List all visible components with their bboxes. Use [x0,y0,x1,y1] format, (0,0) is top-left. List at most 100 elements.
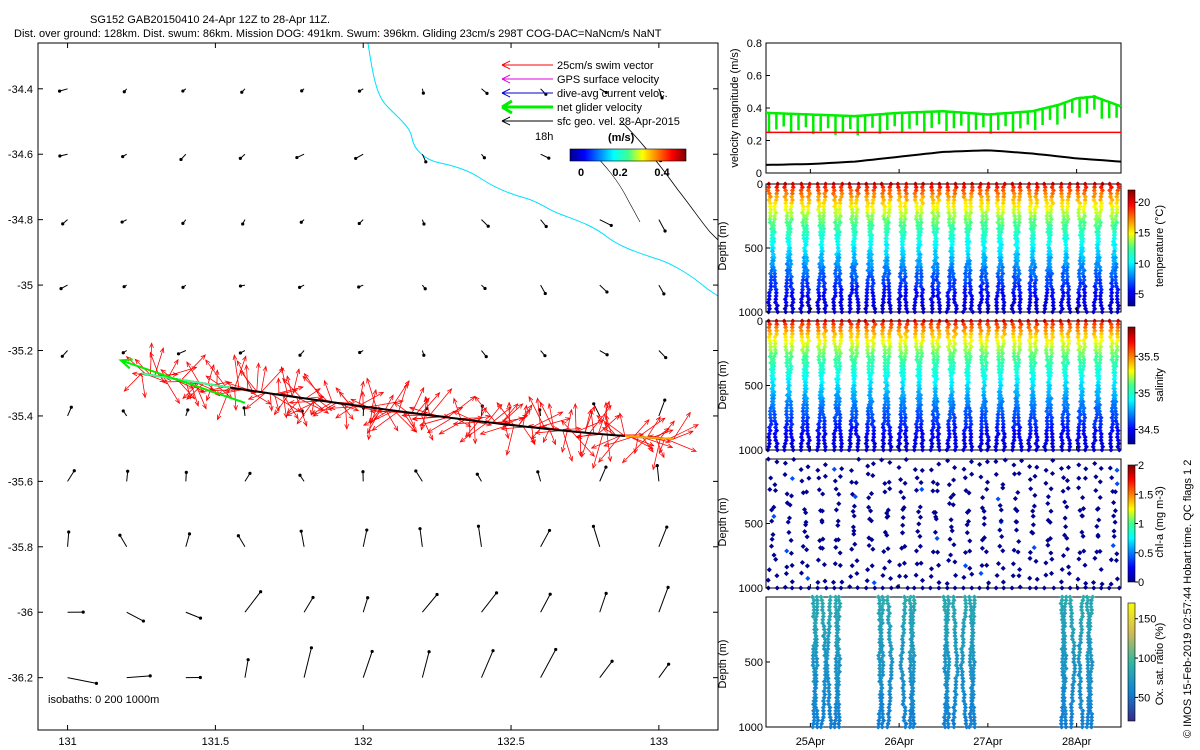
swim-vector-head [131,371,138,377]
legend-geo-label: sfc geo. vel. 28-Apr-2015 [557,116,680,128]
section-sample [800,219,806,225]
legend-net-head [501,99,513,115]
swim-vector-head [244,364,249,370]
track-end-colored [141,372,231,389]
swim-vector-head [472,438,478,445]
legend-time-label: 18h [535,131,553,143]
swim-vector-head [467,432,473,439]
section-sample [831,299,837,305]
colorbar-tick-label: 5 [1138,289,1144,301]
swim-vector-head [410,426,417,433]
swim-vector-head [159,377,166,382]
swim-vector-head [477,415,484,421]
swim-vector-head [344,424,349,430]
map-xtick-label: 131 [58,736,76,748]
swim-vector [338,391,351,405]
swim-vector [453,398,462,420]
section-colorbar [1127,189,1136,307]
section-sample [820,267,826,273]
swim-vector [216,385,233,399]
swim-vector [247,389,271,405]
swim-vector [287,397,302,414]
swim-vector-head [685,411,691,418]
section-sample [816,293,822,299]
swim-vector [561,430,568,453]
geo-velocity-arrowhead [370,649,374,654]
swim-vector [581,432,590,458]
geo-velocity-arrowhead [181,285,185,289]
swim-vector [598,435,621,463]
swim-vector-head [452,421,459,426]
swim-vector-head [446,388,453,394]
colorbar-tick-label: 2 [1138,460,1144,472]
swim-vector [652,438,661,470]
swim-vector [460,421,488,443]
geo-velocity-arrowhead [604,591,608,595]
section-sample [836,251,842,257]
map-ytick-label: -35.8 [8,542,33,554]
swim-vector [366,378,377,409]
swim-vector [602,427,617,436]
swim-vector-head [142,392,147,399]
geo-velocity-arrowhead [423,287,427,291]
swim-vector-head [245,404,251,410]
geo-velocity-arrow [300,531,305,547]
swim-vector-head [224,380,231,386]
section-sample [774,187,780,193]
swim-vector-head [149,342,154,349]
section-sample [847,296,853,302]
swim-vector [358,391,384,407]
swim-vector-head [568,455,574,462]
swim-vector-head [530,438,536,445]
geo-velocity-arrowhead [366,596,370,600]
map-panel: 131 131.5 132 132.5 133-34.4-34.6-34.8-35-35… [8,42,719,748]
swim-vector-head [186,361,192,368]
map-xtick-label: 133 [650,736,668,748]
map-xtick-label: 131.5 [202,736,230,748]
velocity-ylabel: velocity magnitude (m/s) [729,48,741,167]
geo-velocity-arrowhead [298,353,302,357]
section-sample [819,235,826,241]
swim-vector [407,412,415,428]
swim-vector-head [302,375,308,382]
geo-velocity-arrow [658,526,668,547]
glider-track [123,342,700,471]
geo-velocity-arrowhead [354,156,358,161]
section-sample [838,293,844,299]
velocity-ytick-label: 0 [756,168,762,180]
swim-vector [233,355,240,389]
swim-vector-head [283,412,289,419]
swim-vector-head [335,387,341,393]
geo-velocity-arrowhead [238,284,243,288]
section-ytick-label: 500 [745,243,763,255]
colorbar-tick-label: 20 [1138,197,1150,209]
swim-vector-head [378,391,385,397]
geo-velocity-arrow [421,594,438,613]
velocity-series-geo [765,149,1122,166]
swim-vector [393,410,416,432]
geo-velocity-arrow [67,677,97,684]
geo-velocity-arrowhead [422,353,426,357]
swim-vector-head [371,425,378,432]
section-ytick-label: 0 [757,316,763,328]
section-sample [767,203,773,209]
swim-vector [412,415,439,420]
geo-velocity-arrowhead [484,355,488,359]
section-sample [798,296,804,302]
geo-velocity-arrowhead [435,592,439,597]
geo-velocity-arrow [658,88,663,99]
geo-velocity-arrow [126,675,151,679]
swim-vector-head [362,421,369,426]
geo-velocity-arrowhead [365,528,369,532]
swim-vector [371,389,377,408]
legend-swim-head [501,60,511,70]
swim-vector-head [453,397,458,404]
geo-velocity-arrow [658,219,666,232]
section-sample [800,283,806,289]
swim-vector [655,427,670,439]
section-sample [814,299,821,305]
swim-vector [389,380,410,411]
swim-vector-head [247,395,254,400]
geo-velocity-arrowhead [591,524,596,528]
geo-velocity-arrowhead [240,90,244,94]
